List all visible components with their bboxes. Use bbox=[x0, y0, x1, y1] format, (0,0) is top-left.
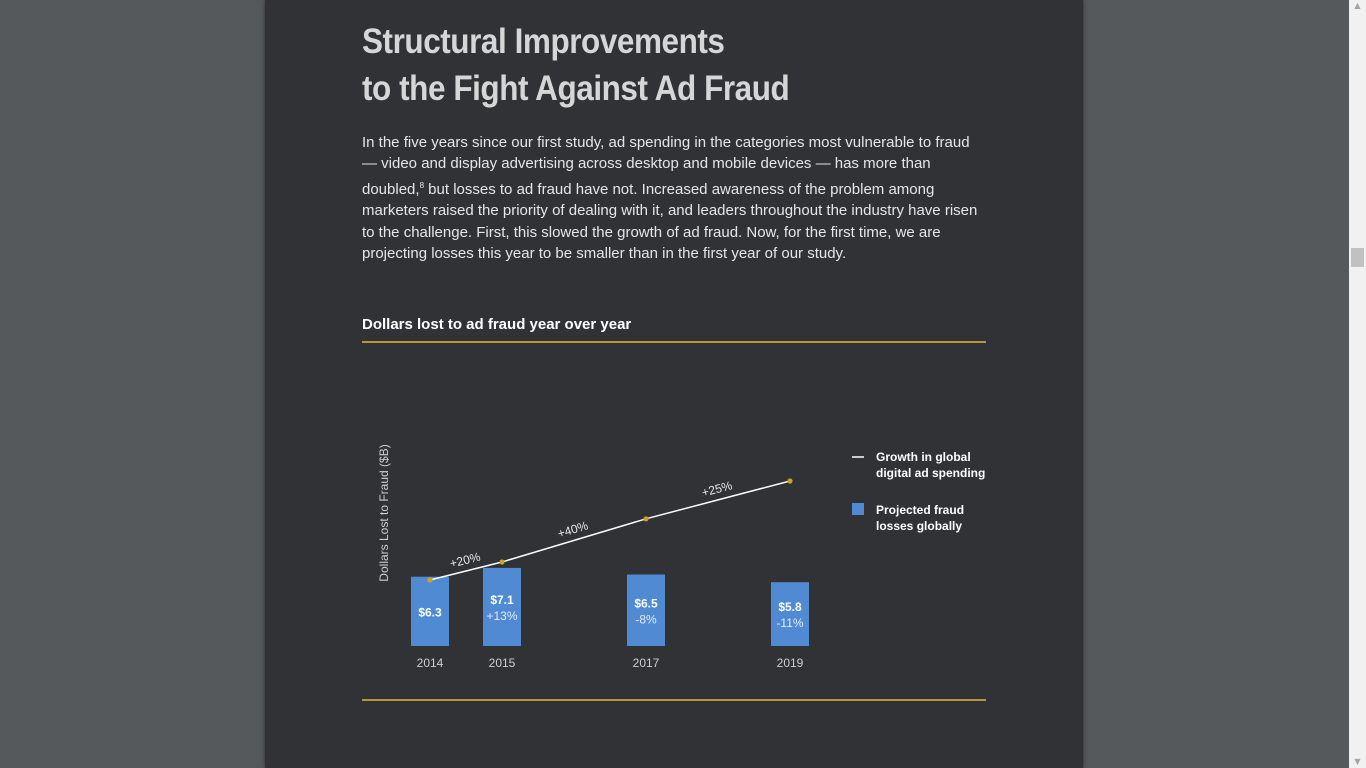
growth-point bbox=[427, 577, 433, 583]
growth-point bbox=[499, 559, 505, 565]
legend-label: Growth in global bbox=[876, 450, 971, 464]
vertical-scrollbar[interactable]: ▲ ▼ bbox=[1349, 0, 1366, 768]
y-axis-label: Dollars Lost to Fraud ($B) bbox=[377, 444, 391, 581]
document-page: Structural Improvements to the Fight Aga… bbox=[265, 0, 1083, 768]
scroll-up-arrow-icon[interactable]: ▲ bbox=[1354, 1, 1361, 10]
x-tick-label: 2015 bbox=[489, 656, 516, 670]
growth-line bbox=[429, 480, 791, 581]
intro-text-a: In the five years since our first study,… bbox=[362, 134, 970, 198]
bar-change-label: -8% bbox=[635, 612, 657, 626]
scroll-thumb[interactable] bbox=[1351, 248, 1364, 267]
bar-change-label: +13% bbox=[486, 609, 517, 623]
growth-point bbox=[787, 478, 793, 484]
bar-2014 bbox=[411, 576, 449, 646]
page-title: Structural Improvements to the Fight Aga… bbox=[362, 18, 902, 112]
intro-paragraph: In the five years since our first study,… bbox=[362, 132, 986, 264]
growth-point bbox=[643, 516, 649, 522]
x-tick-label: 2014 bbox=[417, 656, 444, 670]
bar-value-label: $7.1 bbox=[490, 593, 514, 607]
legend-label: digital ad spending bbox=[876, 466, 985, 480]
legend-square-swatch bbox=[852, 503, 864, 515]
bar-2015 bbox=[483, 567, 521, 646]
title-line-1: Structural Improvements bbox=[362, 22, 725, 61]
x-tick-label: 2017 bbox=[633, 656, 660, 670]
chart-title: Dollars lost to ad fraud year over year bbox=[362, 316, 632, 333]
bar-value-label: $6.3 bbox=[418, 605, 442, 619]
legend-label: losses globally bbox=[876, 519, 962, 533]
legend-label: Projected fraud bbox=[876, 503, 964, 517]
fraud-chart: Dollars Lost to Fraud ($B) $6.3 2014 $7.1 +1… bbox=[377, 444, 985, 670]
chart-top-rule bbox=[362, 341, 986, 343]
bar-2019 bbox=[771, 582, 809, 646]
bar-value-label: $5.8 bbox=[778, 600, 802, 614]
intro-text-b: but losses to ad fraud have not. Increas… bbox=[362, 180, 978, 263]
bar-2017 bbox=[627, 574, 665, 646]
scroll-down-arrow-icon[interactable]: ▼ bbox=[1354, 757, 1361, 766]
title-line-2: to the Fight Against Ad Fraud bbox=[362, 69, 790, 108]
bar-change-label: -11% bbox=[776, 616, 803, 630]
footnote-ref[interactable]: 8 bbox=[419, 180, 425, 190]
chart-bottom-rule bbox=[362, 699, 986, 701]
x-tick-label: 2019 bbox=[777, 656, 804, 670]
bar-value-label: $6.5 bbox=[634, 596, 658, 610]
